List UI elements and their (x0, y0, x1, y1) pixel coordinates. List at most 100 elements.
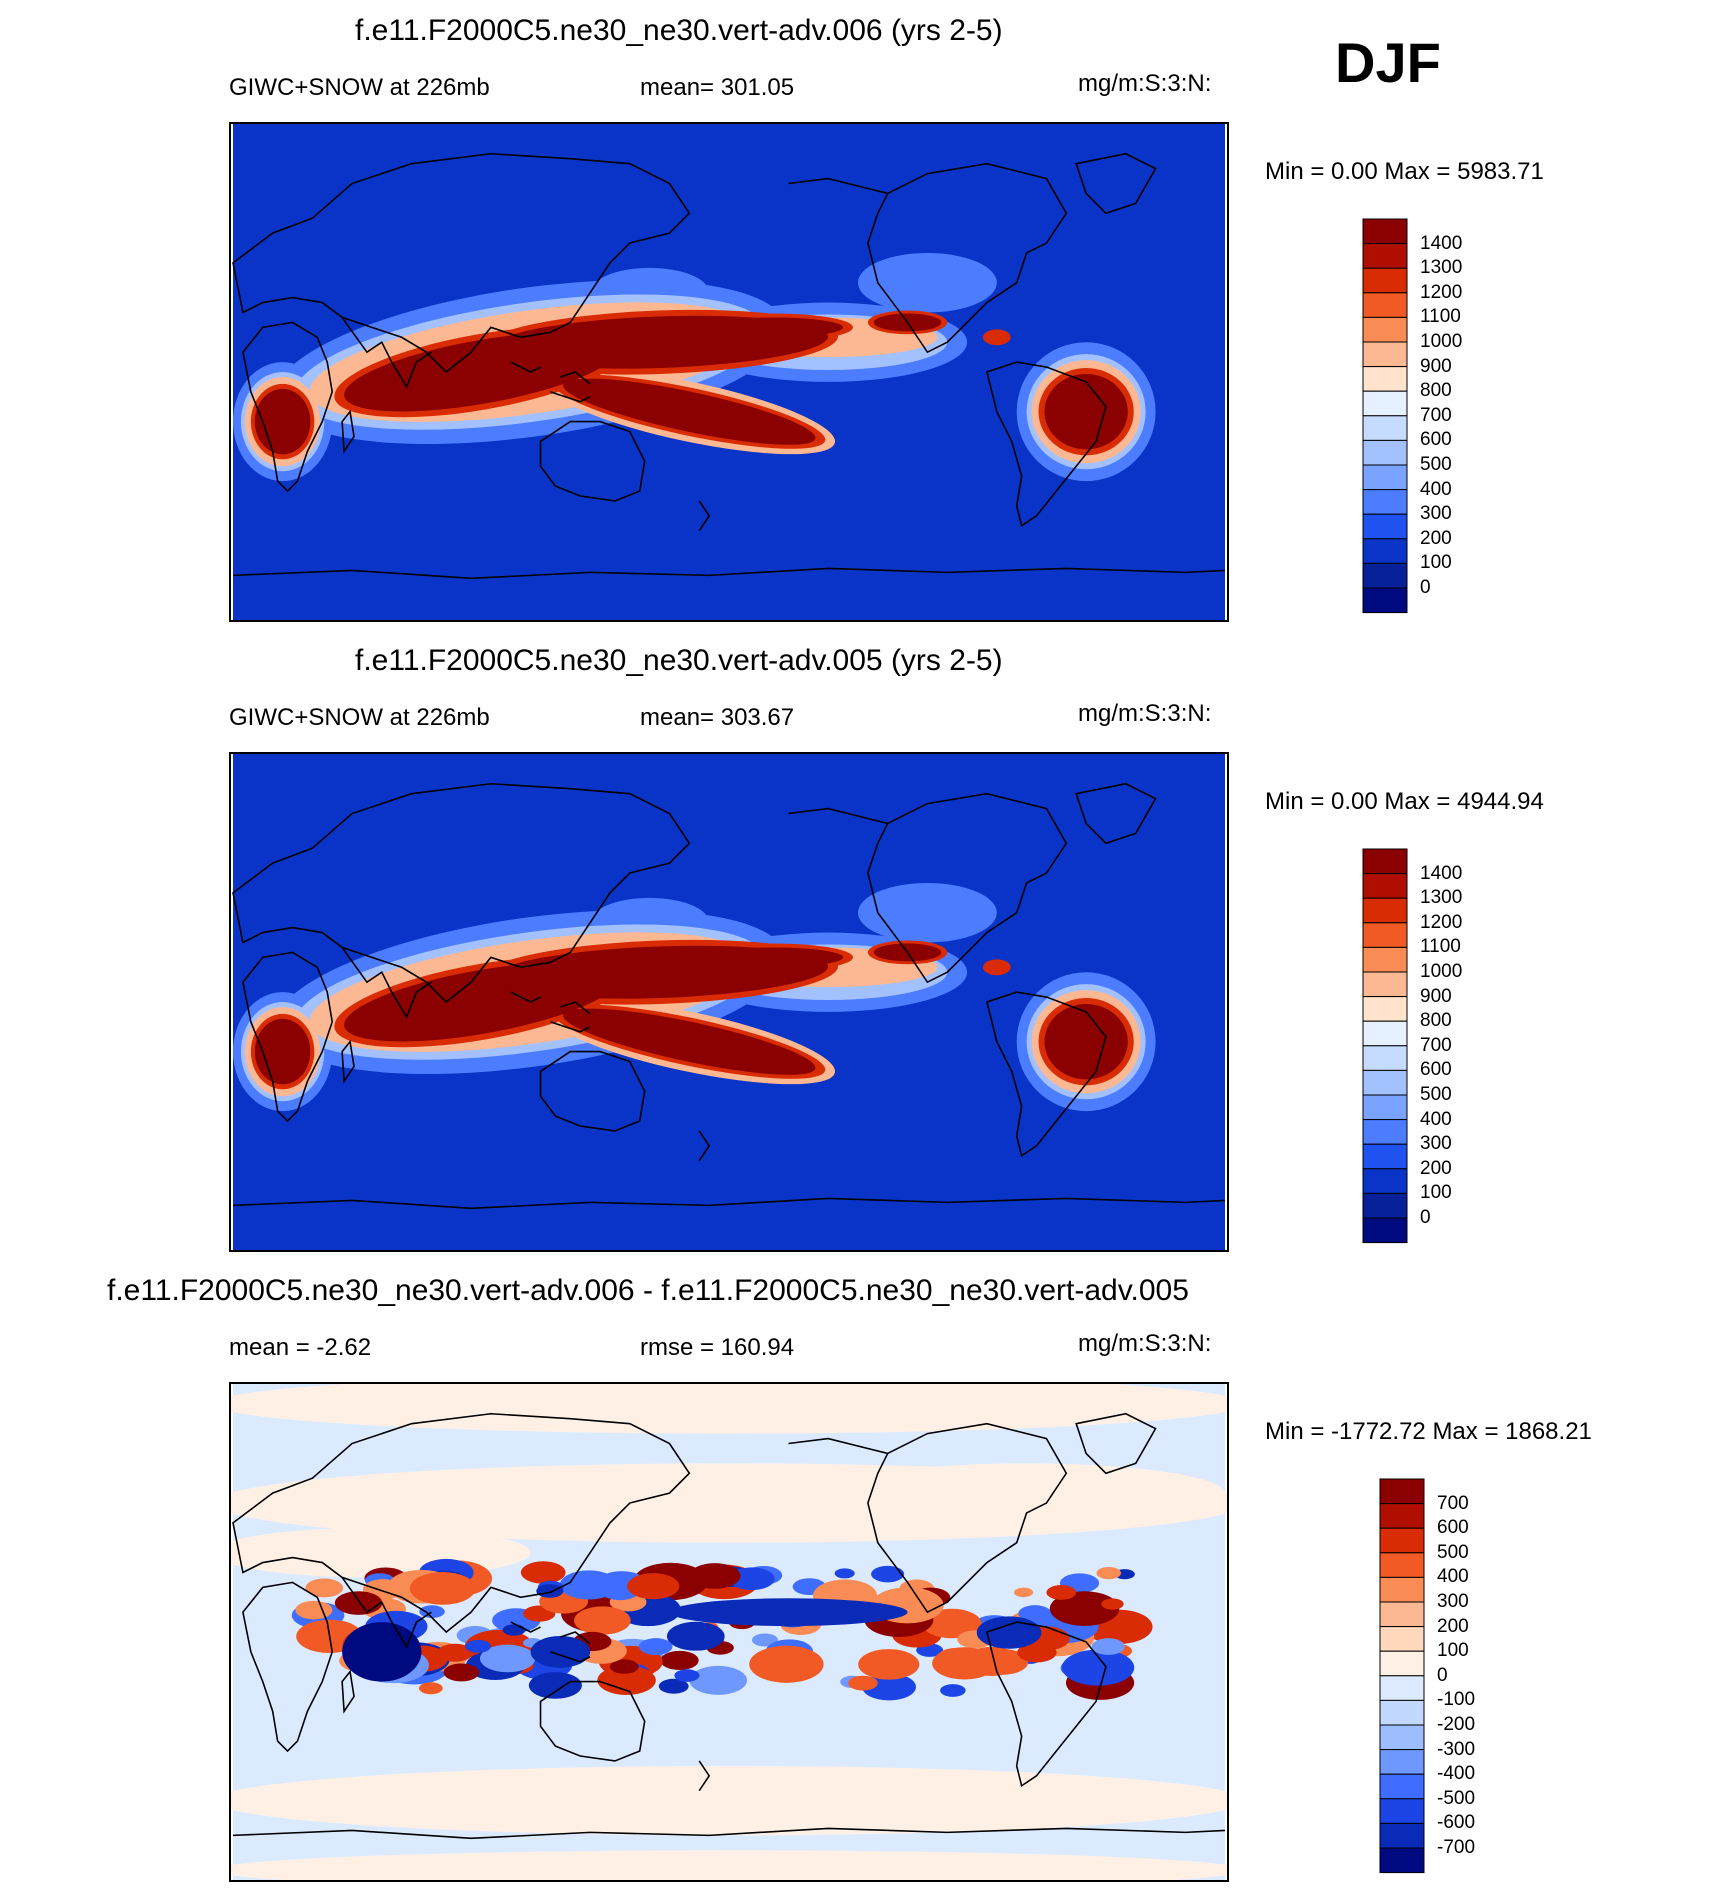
colorbar-label: 1200 (1420, 911, 1463, 933)
panel-2-mean-label: mean= 303.67 (640, 704, 795, 731)
colorbar-box (1362, 513, 1408, 540)
colorbar-label: 200 (1437, 1615, 1469, 1637)
colorbar-box (1362, 996, 1408, 1022)
coastlines (232, 1412, 1226, 1840)
colorbar-box (1379, 1847, 1425, 1874)
panel-1-units-label: mg/m:S:3:N: (1078, 70, 1212, 97)
colorbar-label: 500 (1420, 454, 1452, 475)
colorbar-box (1379, 1527, 1425, 1554)
colorbar-box (1362, 1217, 1408, 1244)
colorbar-box (1379, 1576, 1425, 1603)
colorbar-label: 500 (1420, 1084, 1452, 1105)
panel-2-map (229, 752, 1229, 1252)
colorbar-box (1362, 587, 1408, 614)
colorbar-box (1379, 1699, 1425, 1726)
panel-1-minmax: Min = 0.00 Max = 5983.71 (1265, 158, 1544, 185)
colorbar-label: 0 (1420, 577, 1431, 598)
colorbar-label: 100 (1437, 1640, 1469, 1662)
colorbar-label: 0 (1437, 1664, 1448, 1686)
map-field (232, 754, 1226, 1250)
colorbar-label: 300 (1437, 1591, 1469, 1612)
colorbar-label: 500 (1437, 1541, 1469, 1563)
colorbar-label: 1300 (1420, 887, 1463, 909)
colorbar-box (1379, 1724, 1425, 1751)
colorbar-boxes (1379, 1478, 1425, 1874)
colorbar-box (1379, 1601, 1425, 1628)
colorbar-box (1362, 1119, 1408, 1145)
colorbar-label: 600 (1420, 429, 1452, 451)
panel-2-variable-label: GIWC+SNOW at 226mb (229, 704, 490, 731)
colorbar-boxes (1362, 848, 1408, 1244)
colorbar-label: -500 (1437, 1787, 1476, 1809)
colorbar-box (1362, 971, 1408, 998)
colorbar-box (1379, 1798, 1425, 1824)
panel-2-minmax: Min = 0.00 Max = 4944.94 (1265, 788, 1544, 815)
colorbar-box (1362, 316, 1408, 343)
colorbar-box (1379, 1822, 1425, 1849)
colorbar-box (1379, 1675, 1425, 1701)
colorbar-box (1362, 1020, 1408, 1047)
colorbar-label: 1000 (1420, 961, 1463, 982)
panel-1-colorbar: 1400 1300 1200 1100 1000 900 800 700 600 500 400 30… (1362, 218, 1462, 619)
colorbar-box (1379, 1503, 1425, 1529)
colorbar-box (1362, 946, 1408, 973)
colorbar-label: 600 (1437, 1517, 1469, 1539)
panel-3-mean-label: mean = -2.62 (229, 1334, 372, 1361)
season-label: DJF (1335, 31, 1441, 94)
colorbar-label: -100 (1437, 1689, 1476, 1711)
colorbar-label: 800 (1420, 380, 1452, 402)
colorbar-box (1362, 415, 1408, 441)
colorbar-box (1362, 292, 1408, 318)
colorbar-label: -200 (1437, 1714, 1476, 1735)
coastlines (232, 152, 1226, 580)
panel-3-title: f.e11.F2000C5.ne30_ne30.vert-adv.006 - f… (107, 1274, 1189, 1307)
panel-1-variable-label: GIWC+SNOW at 226mb (229, 74, 490, 101)
colorbar-box (1362, 1094, 1408, 1121)
panel-1-title: f.e11.F2000C5.ne30_ne30.vert-adv.006 (yr… (355, 14, 1003, 47)
panel-2-title: f.e11.F2000C5.ne30_ne30.vert-adv.005 (yr… (355, 644, 1003, 677)
colorbar-box (1362, 218, 1408, 245)
colorbar-label: 1000 (1420, 331, 1463, 352)
colorbar-label: 1100 (1420, 936, 1461, 958)
panel-3-colorbar: 700 600 500 400 300 200 100 0 -100 -200 -300 -400 -5… (1379, 1478, 1475, 1879)
colorbar-label: 400 (1420, 1108, 1452, 1130)
colorbar-label: 1100 (1420, 306, 1461, 328)
colorbar-box (1379, 1626, 1425, 1652)
colorbar-box (1379, 1773, 1425, 1800)
colorbar-label: 200 (1420, 1157, 1452, 1179)
colorbar-label: 700 (1420, 404, 1452, 426)
colorbar-box (1362, 267, 1408, 294)
colorbar-box (1362, 464, 1408, 491)
map-field (231, 1384, 1227, 1880)
colorbar-label: 1300 (1420, 257, 1463, 279)
colorbar-box (1362, 489, 1408, 515)
colorbar-boxes (1362, 218, 1408, 614)
colorbar-box (1379, 1552, 1425, 1578)
colorbar-label: 400 (1437, 1566, 1469, 1588)
panel-3-units-label: mg/m:S:3:N: (1078, 1330, 1212, 1357)
panel-3-rmse-label: rmse = 160.94 (640, 1334, 795, 1361)
panel-1-map (229, 122, 1229, 622)
colorbar-label: 1200 (1420, 281, 1463, 303)
panel-2-units-label: mg/m:S:3:N: (1078, 700, 1212, 727)
panel-1-mean-label: mean= 301.05 (640, 74, 795, 101)
colorbar-label: 1400 (1420, 232, 1463, 254)
colorbar-label: -700 (1437, 1837, 1476, 1858)
colorbar-box (1362, 1192, 1408, 1219)
coastlines (232, 782, 1226, 1210)
colorbar-label: 900 (1420, 355, 1452, 377)
colorbar-box (1362, 848, 1408, 875)
colorbar-box (1362, 243, 1408, 269)
colorbar-label: -400 (1437, 1763, 1476, 1785)
colorbar-label: 0 (1420, 1207, 1431, 1228)
colorbar-box (1362, 439, 1408, 466)
panel-2-colorbar: 1400 1300 1200 1100 1000 900 800 700 600 500 400 30… (1362, 848, 1462, 1249)
colorbar-box (1362, 390, 1408, 417)
colorbar-box (1362, 366, 1408, 392)
colorbar-box (1362, 341, 1408, 368)
colorbar-label: 200 (1420, 527, 1452, 549)
colorbar-box (1362, 1069, 1408, 1096)
colorbar-label: 300 (1420, 503, 1452, 525)
colorbar-box (1362, 922, 1408, 948)
colorbar-box (1379, 1749, 1425, 1775)
